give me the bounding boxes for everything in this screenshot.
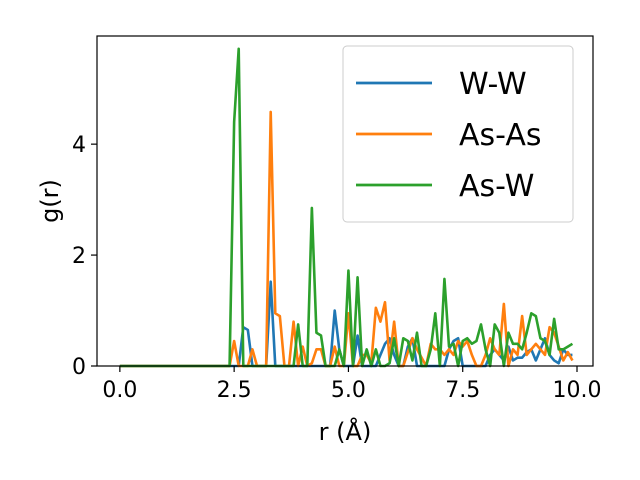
- y-axis-label: g(r): [36, 179, 64, 223]
- y-tick-label: 2: [72, 244, 86, 269]
- x-tick-label: 7.5: [445, 378, 480, 403]
- y-axis: 0 2 4: [72, 133, 97, 380]
- y-tick-label: 4: [72, 133, 86, 158]
- x-tick-label: 0.0: [102, 378, 137, 403]
- legend-label-w-w: W-W: [459, 67, 527, 102]
- legend-label-as-w: As-W: [459, 169, 534, 204]
- x-tick-label: 5.0: [331, 378, 366, 403]
- y-tick-label: 0: [72, 355, 86, 380]
- x-tick-label: 2.5: [217, 378, 252, 403]
- x-tick-label: 10.0: [553, 378, 602, 403]
- legend-label-as-as: As-As: [459, 118, 541, 153]
- x-axis-label: r (Å): [319, 417, 372, 446]
- axes-frame: [96, 35, 594, 367]
- legend: W-W As-As As-W: [342, 45, 574, 223]
- x-axis: 0.0 2.5 5.0 7.5 10.0: [102, 366, 601, 403]
- legend-frame: [342, 45, 574, 223]
